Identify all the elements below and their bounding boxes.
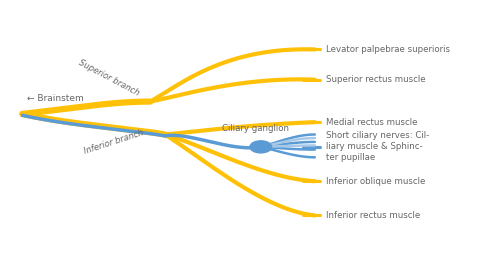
Text: Inferior rectus muscle: Inferior rectus muscle xyxy=(326,211,420,220)
Text: Short ciliary nerves: Cil-
liary muscle & Sphinc-
ter pupillae: Short ciliary nerves: Cil- liary muscle … xyxy=(326,131,429,162)
Text: Superior branch: Superior branch xyxy=(77,58,140,97)
Text: Ciliary ganglion: Ciliary ganglion xyxy=(222,124,289,133)
Text: Superior rectus muscle: Superior rectus muscle xyxy=(326,75,425,84)
Circle shape xyxy=(250,141,271,153)
Text: Medial rectus muscle: Medial rectus muscle xyxy=(326,118,417,127)
Text: Inferior branch: Inferior branch xyxy=(83,128,144,155)
Text: Levator palpebrae superioris: Levator palpebrae superioris xyxy=(326,45,450,54)
Text: Inferior oblique muscle: Inferior oblique muscle xyxy=(326,177,425,186)
Text: ← Brainstem: ← Brainstem xyxy=(27,94,84,103)
